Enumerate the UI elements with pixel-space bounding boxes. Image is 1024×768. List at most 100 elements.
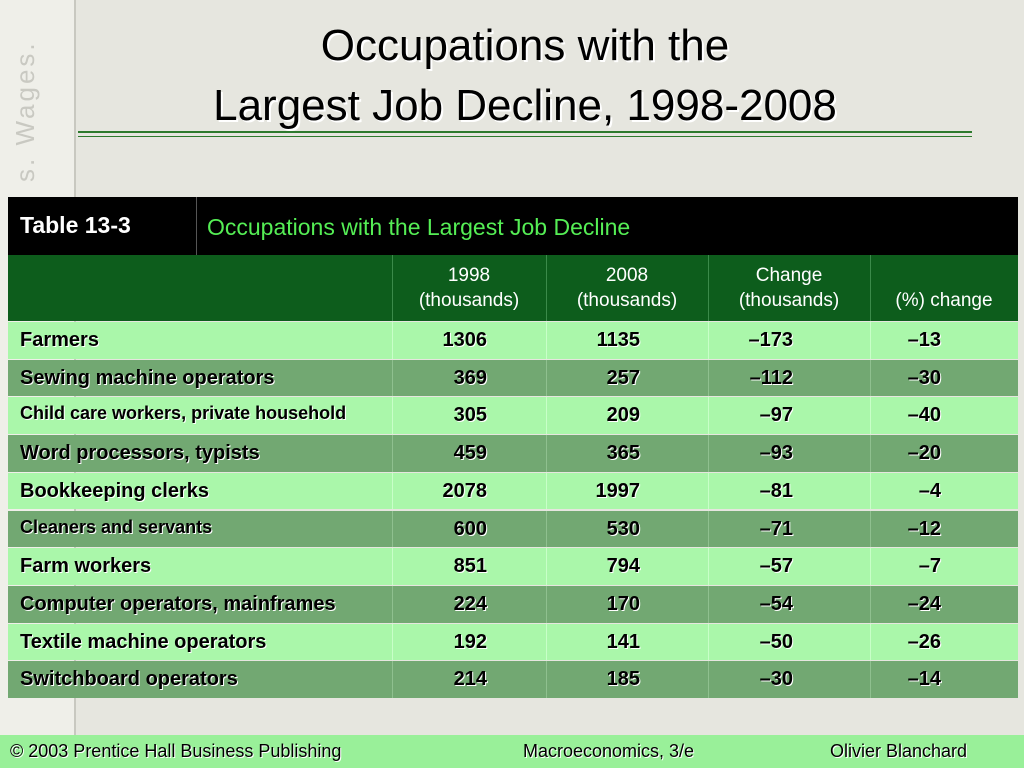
cell-value: 459 xyxy=(453,442,487,465)
cell-divider xyxy=(870,585,871,623)
column-header: (thousands) xyxy=(418,290,520,311)
footer-bar xyxy=(0,735,1024,768)
cell-divider xyxy=(870,359,871,397)
divider xyxy=(196,197,197,255)
cell-value: –26 xyxy=(907,630,941,653)
cell-divider xyxy=(870,510,871,548)
cell-divider xyxy=(392,359,393,397)
cell-divider xyxy=(870,661,871,698)
cell-divider xyxy=(870,548,871,585)
cell-divider xyxy=(392,661,393,698)
cell-value: 794 xyxy=(606,555,640,578)
cell-value: 1135 xyxy=(596,329,640,351)
cell-divider xyxy=(392,510,393,548)
cell-value: –97 xyxy=(759,404,793,427)
row-label: Farm workers xyxy=(20,555,152,578)
column-divider xyxy=(708,255,709,321)
table-row xyxy=(8,585,1018,623)
cell-divider xyxy=(546,548,547,585)
cell-divider xyxy=(708,585,709,623)
column-header: (thousands) xyxy=(576,290,678,311)
column-header: Change xyxy=(755,265,823,286)
column-divider xyxy=(546,255,547,321)
cell-value: –12 xyxy=(907,517,941,540)
table-row xyxy=(8,435,1018,472)
cell-value: 369 xyxy=(453,366,487,389)
table-row xyxy=(8,397,1018,435)
rule xyxy=(78,131,972,133)
cell-divider xyxy=(870,623,871,661)
cell-divider xyxy=(546,397,547,435)
cell-divider xyxy=(546,585,547,623)
footer-text: © 2003 Prentice Hall Business Publishing xyxy=(10,741,342,761)
cell-divider xyxy=(870,472,871,510)
cell-divider xyxy=(870,435,871,472)
cell-divider xyxy=(708,661,709,698)
cell-divider xyxy=(546,435,547,472)
cell-divider xyxy=(708,623,709,661)
column-header: 1998 xyxy=(447,265,491,286)
cell-divider xyxy=(392,623,393,661)
cell-value: 209 xyxy=(606,404,640,427)
footer-text: Macroeconomics, 3/e xyxy=(523,741,695,761)
row-label: Computer operators, mainframes xyxy=(20,592,336,615)
cell-value: 1306 xyxy=(442,329,488,351)
cell-divider xyxy=(708,397,709,435)
cell-divider xyxy=(708,472,709,510)
cell-divider xyxy=(870,397,871,435)
table-label-row xyxy=(8,197,1018,255)
row-label: Child care workers, private household xyxy=(20,403,347,424)
cell-divider xyxy=(546,322,547,359)
cell-divider xyxy=(392,397,393,435)
cell-value: 530 xyxy=(606,517,640,540)
cell-value: –173 xyxy=(748,329,794,351)
row-label: Sewing machine operators xyxy=(20,366,275,389)
cell-value: –24 xyxy=(907,592,941,615)
cell-value: –4 xyxy=(918,479,941,502)
table-row xyxy=(8,623,1018,661)
table-row xyxy=(8,510,1018,548)
cell-value: 2078 xyxy=(442,479,488,502)
cell-value: –40 xyxy=(907,404,941,427)
cell-divider xyxy=(392,585,393,623)
table-label: Table 13-3 xyxy=(20,212,131,238)
column-header: (thousands) xyxy=(738,290,840,311)
cell-value: 185 xyxy=(606,668,640,691)
cell-value: –30 xyxy=(759,668,793,691)
cell-value: –14 xyxy=(907,668,941,691)
cell-divider xyxy=(392,322,393,359)
cell-value: 141 xyxy=(606,630,640,653)
cell-value: 257 xyxy=(606,366,640,389)
cell-value: 192 xyxy=(453,630,487,653)
cell-value: 851 xyxy=(453,555,487,578)
cell-divider xyxy=(708,510,709,548)
cell-value: –13 xyxy=(907,329,941,351)
row-label: Farmers xyxy=(20,329,99,351)
column-divider xyxy=(870,255,871,321)
title-line: Largest Job Decline, 1998-2008 xyxy=(213,81,837,130)
cell-value: –54 xyxy=(759,592,793,615)
row-label: Bookkeeping clerks xyxy=(20,479,209,502)
cell-value: –57 xyxy=(759,555,793,578)
cell-value: –93 xyxy=(759,442,793,465)
cell-value: –30 xyxy=(907,366,941,389)
row-label: Word processors, typists xyxy=(20,442,260,465)
cell-divider xyxy=(708,322,709,359)
column-header: 2008 xyxy=(605,265,649,286)
cell-value: 305 xyxy=(453,404,487,427)
cell-value: 214 xyxy=(453,668,487,691)
table-row xyxy=(8,548,1018,585)
cell-value: –81 xyxy=(759,479,793,502)
cell-value: –7 xyxy=(918,555,941,578)
cell-divider xyxy=(708,548,709,585)
header-row xyxy=(8,255,1018,321)
cell-value: –20 xyxy=(907,442,941,465)
table-row xyxy=(8,472,1018,510)
column-divider xyxy=(392,255,393,321)
table-caption: Occupations with the Largest Job Decline xyxy=(207,214,631,240)
row-label: Cleaners and servants xyxy=(20,516,213,537)
cell-value: –71 xyxy=(759,517,793,540)
rule xyxy=(78,136,972,137)
cell-value: 600 xyxy=(453,517,487,540)
